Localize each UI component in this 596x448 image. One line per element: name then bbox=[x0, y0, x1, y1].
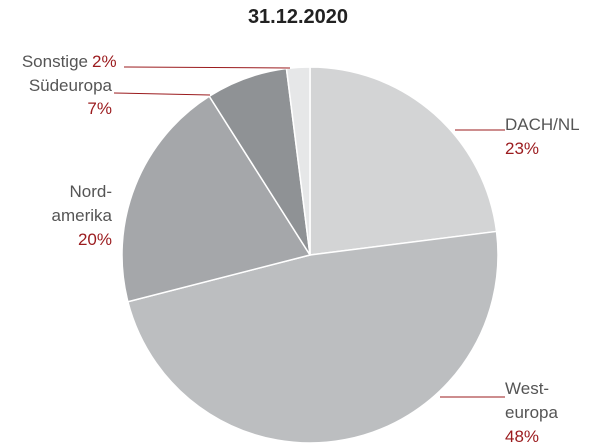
slice-label: DACH/NL bbox=[505, 115, 580, 134]
pie-slice bbox=[285, 66, 311, 256]
value-label: 20% bbox=[77, 230, 112, 249]
value-label: 2% bbox=[92, 52, 117, 71]
pie-slice bbox=[121, 95, 312, 303]
pie-slice bbox=[126, 230, 499, 444]
slice-label: West- europa bbox=[505, 379, 558, 422]
slice-label: Südeuropa bbox=[28, 76, 112, 95]
pie-slice bbox=[309, 66, 498, 256]
value-label: 23% bbox=[505, 139, 540, 158]
value-label: 7% bbox=[87, 99, 112, 118]
value-label: 48% bbox=[505, 427, 540, 446]
chart-title: 31.12.2020 bbox=[247, 6, 349, 28]
slice-label: Nord- amerika bbox=[51, 182, 112, 225]
leader-line bbox=[113, 92, 211, 96]
leader-line bbox=[123, 66, 291, 69]
slice-label: Sonstige bbox=[21, 52, 88, 71]
